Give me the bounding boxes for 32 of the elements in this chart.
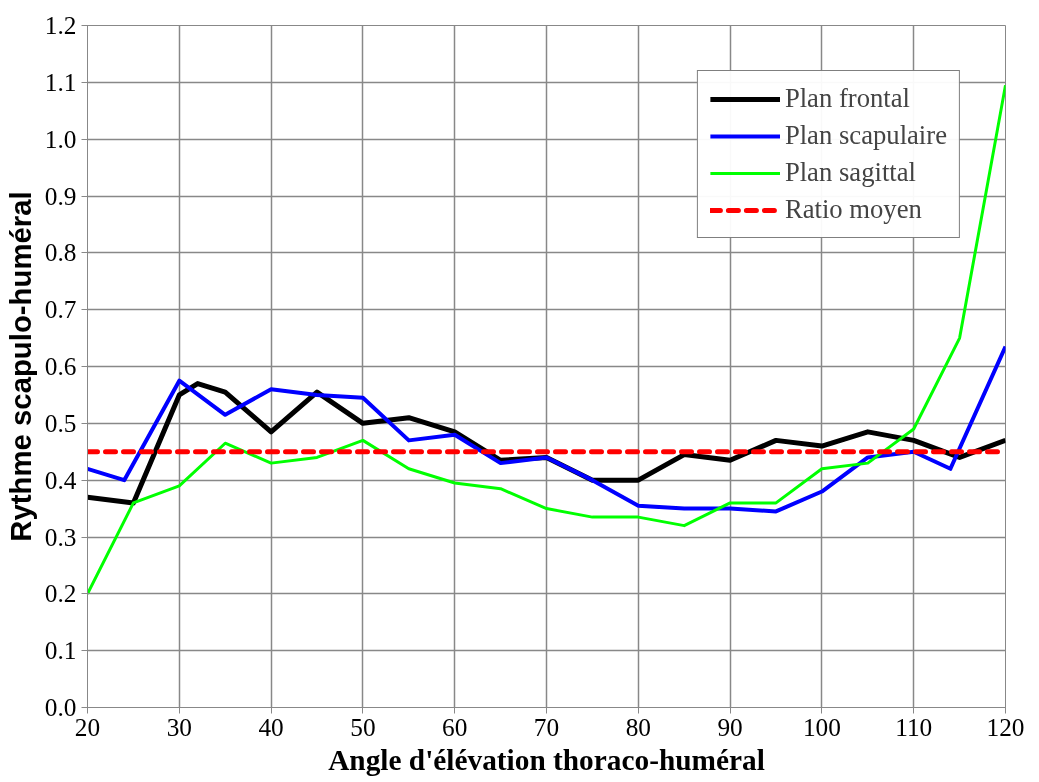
x-tick-label: 20 (74, 712, 101, 741)
x-axis-title: Angle d'élévation thoraco-huméral (328, 743, 765, 776)
x-tick-label: 80 (625, 712, 651, 741)
y-tick-label: 0.7 (44, 295, 77, 324)
y-tick-label: 0.0 (44, 693, 77, 721)
y-tick-label: 0.6 (44, 352, 77, 380)
x-tick-label: 50 (350, 712, 376, 741)
y-tick-label: 0.8 (44, 238, 77, 267)
line-series (87, 344, 1006, 514)
x-tick-label: 90 (717, 712, 743, 741)
line-series (87, 83, 1006, 596)
legend-label: Ratio moyen (784, 194, 922, 225)
y-tick-label: 0.4 (44, 465, 77, 494)
x-tick-label: 30 (166, 712, 192, 741)
x-tick-label: 120 (986, 712, 1025, 741)
x-tick-label: 110 (895, 712, 933, 741)
legend-label: Plan frontal (784, 83, 910, 114)
legend-label: Plan scapulaire (784, 120, 947, 151)
y-tick-label: 0.9 (44, 181, 77, 210)
legend-label: Plan sagittal (784, 157, 916, 188)
x-tick-label: 60 (442, 712, 468, 741)
y-axis-title: Rythme scapulo-huméral (3, 191, 37, 542)
y-tick-label: 0.1 (44, 636, 77, 665)
x-tick-label: 100 (802, 712, 841, 741)
y-tick-label: 0.3 (44, 522, 77, 551)
x-tick-label: 40 (258, 712, 284, 741)
y-tick-label: 0.5 (44, 408, 77, 437)
x-tick-label: 70 (533, 712, 560, 741)
y-tick-label: 1.2 (44, 11, 77, 39)
y-tick-label: 1.1 (44, 67, 77, 96)
y-tick-label: 1.0 (44, 124, 77, 153)
y-tick-label: 0.2 (44, 579, 77, 608)
